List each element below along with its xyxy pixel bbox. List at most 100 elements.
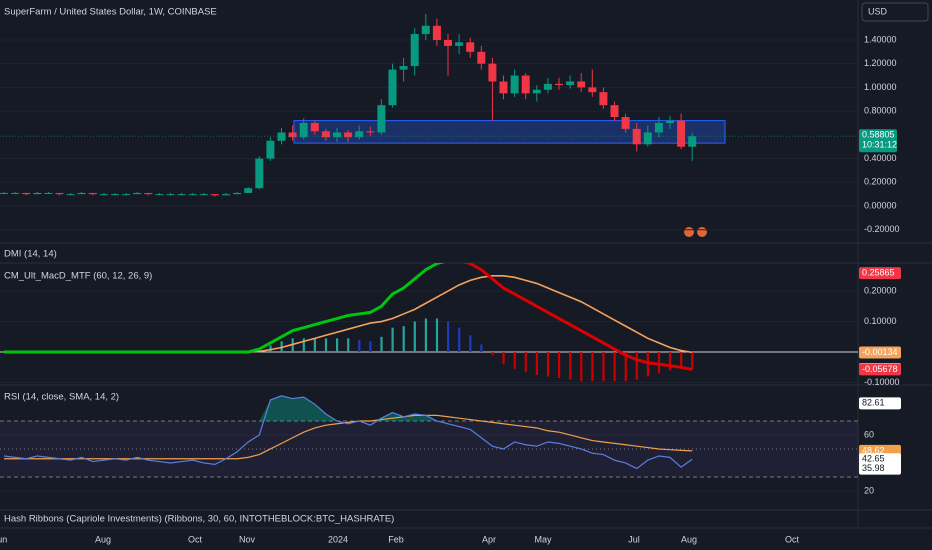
last-value-label: 35.98 [862,463,885,473]
histogram-bar [435,318,439,353]
candle-body [444,39,452,46]
histogram-bar [624,352,627,382]
candle-body [133,192,142,195]
price-plot [0,13,726,197]
x-tick-label: Aug [681,534,697,544]
rsi-line [3,395,693,470]
last-value-badge [859,462,901,475]
candle-body [344,132,353,138]
histogram-bar [691,352,694,370]
histogram-bar [458,327,461,353]
histogram-bar [535,352,538,375]
candle-body [410,34,419,67]
x-tick-label: Jun [0,534,7,544]
y-tick-label: 0.80000 [864,105,897,115]
candle-body [11,192,20,194]
y-tick-label: -0.10000 [864,377,900,387]
candle-body [144,192,153,195]
candle-body [244,188,253,193]
last-value-label: -0.00134 [862,347,898,357]
rsi-plot [0,395,858,478]
histogram-bar [491,352,494,356]
candle-body [643,132,652,145]
candle-body [33,192,42,195]
candle-body [654,122,663,133]
histogram-bar [602,352,605,382]
histogram-bar [480,344,483,353]
event-icon[interactable] [684,227,694,237]
histogram-bar [469,335,472,353]
y-tick-label: 0.10000 [864,316,897,326]
candle-body [122,194,131,196]
last-value-label: 0.25865 [862,268,895,278]
last-price-badge [859,129,897,153]
dmi-title: DMI (14, 14) [4,249,57,260]
candle-body [421,25,430,35]
candle-body [388,69,397,106]
candle-body [488,63,497,82]
x-tick-label: 2024 [328,534,348,544]
histogram-bar [447,321,450,353]
histogram-bar [324,338,328,353]
event-icon[interactable] [697,227,707,237]
last-value-label: 42.65 [862,454,885,464]
histogram-bar [424,318,427,353]
candle-body [44,192,53,194]
candle-body [543,83,552,90]
histogram-bar [380,336,383,353]
histogram-bar [613,352,616,382]
histogram-bar [358,339,361,353]
candle-body [77,192,86,195]
candle-body [521,75,530,94]
y-tick-label: 1.40000 [864,34,897,44]
histogram-bar [569,352,572,380]
candle-body [499,81,508,94]
histogram-bar [635,352,638,380]
candle-body [666,120,674,123]
candle-body [55,192,64,195]
last-value-label: 82.61 [862,398,885,408]
candle-body [199,194,208,196]
y-tick-label: -0.20000 [864,224,900,234]
candle-body [599,92,608,106]
macd-title: CM_Ult_MacD_MTF (60, 12, 26, 9) [4,271,152,282]
countdown: 10:31:12 [862,140,897,150]
candle-body [166,194,175,196]
histogram-bar [580,352,583,382]
histogram-bar [336,338,339,353]
x-tick-label: Jul [628,534,640,544]
candle-body [111,194,119,196]
last-value-label: -0.05678 [862,364,898,374]
histogram-bar [269,345,272,353]
candle-body [466,42,475,52]
histogram-bar [502,352,505,365]
candle-body [99,194,108,196]
histogram-bar [657,352,661,374]
candle-body [66,194,75,196]
candle-body [588,87,597,93]
x-tick-label: Aug [95,534,111,544]
candle-body [266,140,275,159]
candle-body [610,105,619,118]
currency-button[interactable] [861,2,929,22]
last-value-label: 48.62 [862,445,885,455]
candle-body [621,117,630,129]
histogram-bar [369,341,372,353]
last-value-badge [859,363,901,376]
histogram-bar [402,326,405,353]
candle-body [299,122,308,138]
x-tick-label: Feb [388,534,404,544]
candle-body [577,81,586,88]
candle-body [555,83,563,86]
candle-body [355,131,364,138]
last-value-badge [859,453,901,466]
x-tick-label: Nov [239,534,256,544]
histogram-bar [680,352,683,369]
candle-body [155,194,164,196]
currency: USD [868,6,888,16]
histogram-bar [391,327,394,353]
last-value-badge [859,346,901,359]
candle-body [0,192,8,194]
candle-body [366,131,375,133]
